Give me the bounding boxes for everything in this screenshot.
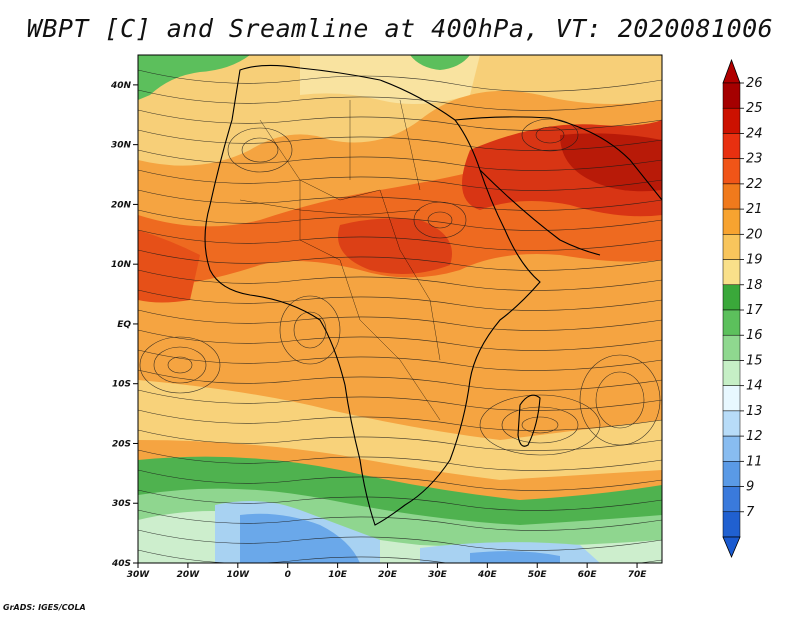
colorbar-swatch	[722, 284, 741, 311]
colorbar-swatch	[722, 158, 741, 185]
colorbar: 26 25 24 23 22 21 20 19 18 17 16 15 14 13 12 11 9 7	[722, 58, 763, 559]
colorbar-label: 25	[746, 101, 763, 116]
colorbar-label: 26	[746, 76, 763, 91]
y-tick-label: EQ	[117, 320, 131, 330]
colorbar-swatch	[722, 259, 741, 286]
x-tick-label: 70E	[628, 570, 648, 580]
colorbar-label: 24	[746, 126, 763, 141]
colorbar-label: 12	[746, 429, 763, 444]
x-tick-label: 0	[285, 570, 291, 580]
colorbar-swatch	[722, 461, 741, 487]
chart-title: WBPT [C] and Sreamline at 400hPa, VT: 20…	[26, 14, 774, 43]
y-tick-label: 10S	[112, 380, 131, 390]
colorbar-label: 17	[746, 303, 763, 318]
x-tick-label: 60E	[578, 570, 598, 580]
colorbar-bottom-arrow	[722, 536, 741, 559]
x-tick-label: 10W	[227, 570, 251, 580]
x-axis: 30W 20W 10W 0 10E 20E 30E 40E 50E 60E 70E	[127, 563, 647, 580]
x-tick-label: 50E	[528, 570, 548, 580]
colorbar-swatch	[722, 234, 741, 260]
y-tick-label: 20N	[111, 200, 132, 210]
colorbar-swatch	[722, 435, 741, 462]
colorbar-label: 19	[746, 253, 763, 268]
colorbar-label: 16	[746, 328, 763, 343]
y-axis: 40N 30N 20N 10N EQ 10S 20S 30S 40S	[110, 81, 138, 569]
x-tick-label: 30W	[127, 570, 151, 580]
colorbar-label: 15	[746, 353, 763, 368]
colorbar-swatch	[722, 133, 741, 159]
colorbar-label: 7	[746, 505, 755, 520]
colorbar-swatch	[722, 183, 741, 210]
coastline	[204, 64, 662, 526]
colorbar-swatch	[722, 208, 741, 235]
colorbar-top-arrow	[722, 58, 741, 84]
colorbar-label: 23	[746, 152, 763, 167]
y-tick-label: 30S	[112, 499, 131, 509]
colorbar-label: 14	[746, 379, 763, 394]
y-tick-label: 30N	[111, 141, 132, 151]
grads-credit: GrADS: IGES/COLA	[3, 603, 86, 612]
plot-frame	[137, 54, 663, 564]
wbpt-field	[138, 55, 662, 563]
x-tick-label: 30E	[428, 570, 448, 580]
colorbar-label: 20	[746, 227, 763, 242]
colorbar-label: 21	[746, 202, 763, 217]
y-tick-label: 40N	[110, 81, 132, 91]
colorbar-swatch	[722, 107, 741, 134]
colorbar-swatch	[722, 385, 741, 412]
x-tick-label: 40E	[477, 570, 498, 580]
colorbar-label: 22	[746, 177, 763, 192]
colorbar-swatch	[722, 410, 741, 437]
colorbar-label: 13	[746, 404, 763, 419]
y-tick-label: 40S	[111, 559, 131, 569]
colorbar-label: 9	[746, 480, 754, 495]
colorbar-swatch	[722, 486, 741, 513]
country-borders	[239, 99, 441, 421]
colorbar-label: 18	[746, 278, 763, 293]
colorbar-swatch	[722, 511, 741, 538]
x-tick-label: 10E	[328, 570, 348, 580]
colorbar-swatch	[722, 82, 741, 109]
x-tick-label: 20E	[378, 570, 398, 580]
colorbar-swatch	[722, 309, 741, 336]
colorbar-label: 11	[746, 454, 763, 469]
colorbar-swatch	[722, 334, 741, 361]
colorbar-swatch	[722, 360, 741, 386]
y-tick-label: 20S	[112, 439, 131, 449]
x-tick-label: 20W	[177, 570, 201, 580]
y-tick-label: 10N	[111, 260, 132, 270]
